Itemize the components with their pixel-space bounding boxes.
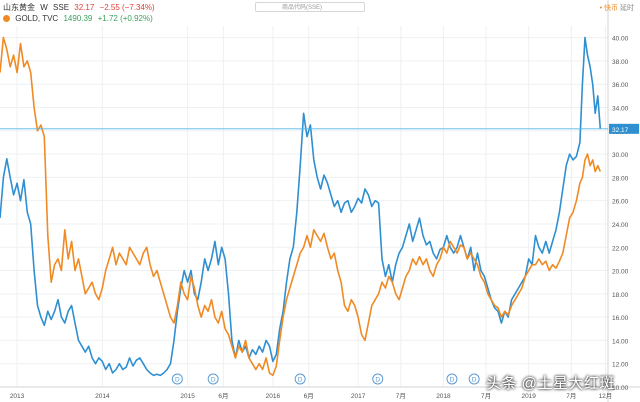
primary-price: 32.17 [74,3,95,12]
y-tick-label: 30.00 [612,152,629,159]
dividend-marker [294,373,306,385]
x-tick-label: 6月 [304,392,314,400]
y-tick-label: 20.00 [612,269,629,276]
secondary-symbol-name: GOLD, TVC [15,14,59,23]
x-tick-label: 2016 [266,393,281,400]
compare-symbol-input[interactable]: 商品代码(SSE) [255,2,365,12]
y-tick-label: 24.00 [612,222,629,229]
top-right-controls[interactable]: • 快币 延时 [600,3,634,13]
y-tick-label: 34.00 [612,106,629,113]
x-tick-label: 2017 [351,393,366,400]
delay-label: 延时 [620,5,634,12]
secondary-series-dot-icon [3,15,10,22]
dividend-marker-label: D [375,377,380,384]
primary-interval: W [40,3,48,12]
x-tick-label: 2018 [436,393,451,400]
primary-change: −2.55 (−7.34%) [99,3,155,12]
watermark: 头条 @土星大红斑 [486,375,615,392]
compare-placeholder: 商品代码(SSE) [282,5,323,11]
y-tick-label: 10.00 [612,385,629,392]
y-tick-label: 38.00 [612,59,629,66]
dividend-marker-label: D [472,377,477,384]
y-tick-label: 40.00 [612,36,629,43]
x-tick-label: 7月 [481,392,491,400]
primary-symbol-name: 山东黄金 [3,3,35,12]
x-tick-label: 2015 [180,393,195,400]
last-price-label: 32.17 [612,127,629,134]
y-tick-label: 14.00 [612,338,629,345]
chart-plot-area [0,36,608,377]
currency-toggle[interactable]: • 快币 [599,5,619,12]
y-tick-label: 16.00 [612,315,629,322]
y-tick-label: 36.00 [612,82,629,89]
dividend-marker [372,373,384,385]
dividend-marker [207,373,219,385]
series-line-primary [0,36,602,377]
y-axis: 10.00 12.00 14.00 16.00 18.00 20.00 22.00 24.00… [609,36,639,392]
dividend-marker [446,373,458,385]
series-line-secondary [0,36,602,377]
x-tick-label: 2013 [10,393,25,400]
secondary-price: 1490.39 [63,14,93,23]
dividend-marker-label: D [298,377,303,384]
x-tick-label: 2019 [521,393,536,400]
y-tick-label: 22.00 [612,245,629,252]
dividend-marker [468,373,480,385]
x-tick-label: 7月 [566,392,576,400]
y-tick-label: 18.00 [612,292,629,299]
last-price-tag [609,123,639,134]
x-tick-label: 6月 [218,392,228,400]
dividend-marker-label: D [450,377,455,384]
secondary-change: +1.72 (+0.92%) [97,14,153,23]
x-tick-label: 12月 [599,392,613,400]
y-tick-label: 12.00 [612,362,629,369]
primary-exchange: SSE [53,3,70,12]
dividend-marker [171,373,183,385]
legend-secondary[interactable]: GOLD, TVC 1490.39 +1.72 (+0.92%) [3,14,156,23]
y-tick-label: 26.00 [612,199,629,206]
y-tick-label: 28.00 [612,175,629,182]
x-tick-label: 2014 [95,393,110,400]
dividend-marker-label: D [211,377,216,384]
legend-primary[interactable]: 山东黄金 W SSE 32.17 −2.55 (−7.34%) [3,2,158,13]
dividend-marker-label: D [175,377,180,384]
x-tick-label: 7月 [396,392,406,400]
x-axis: 2013 2014 2015 6月 2016 6月 2017 7月 2018 7月 2019 7月 12… [10,392,612,400]
